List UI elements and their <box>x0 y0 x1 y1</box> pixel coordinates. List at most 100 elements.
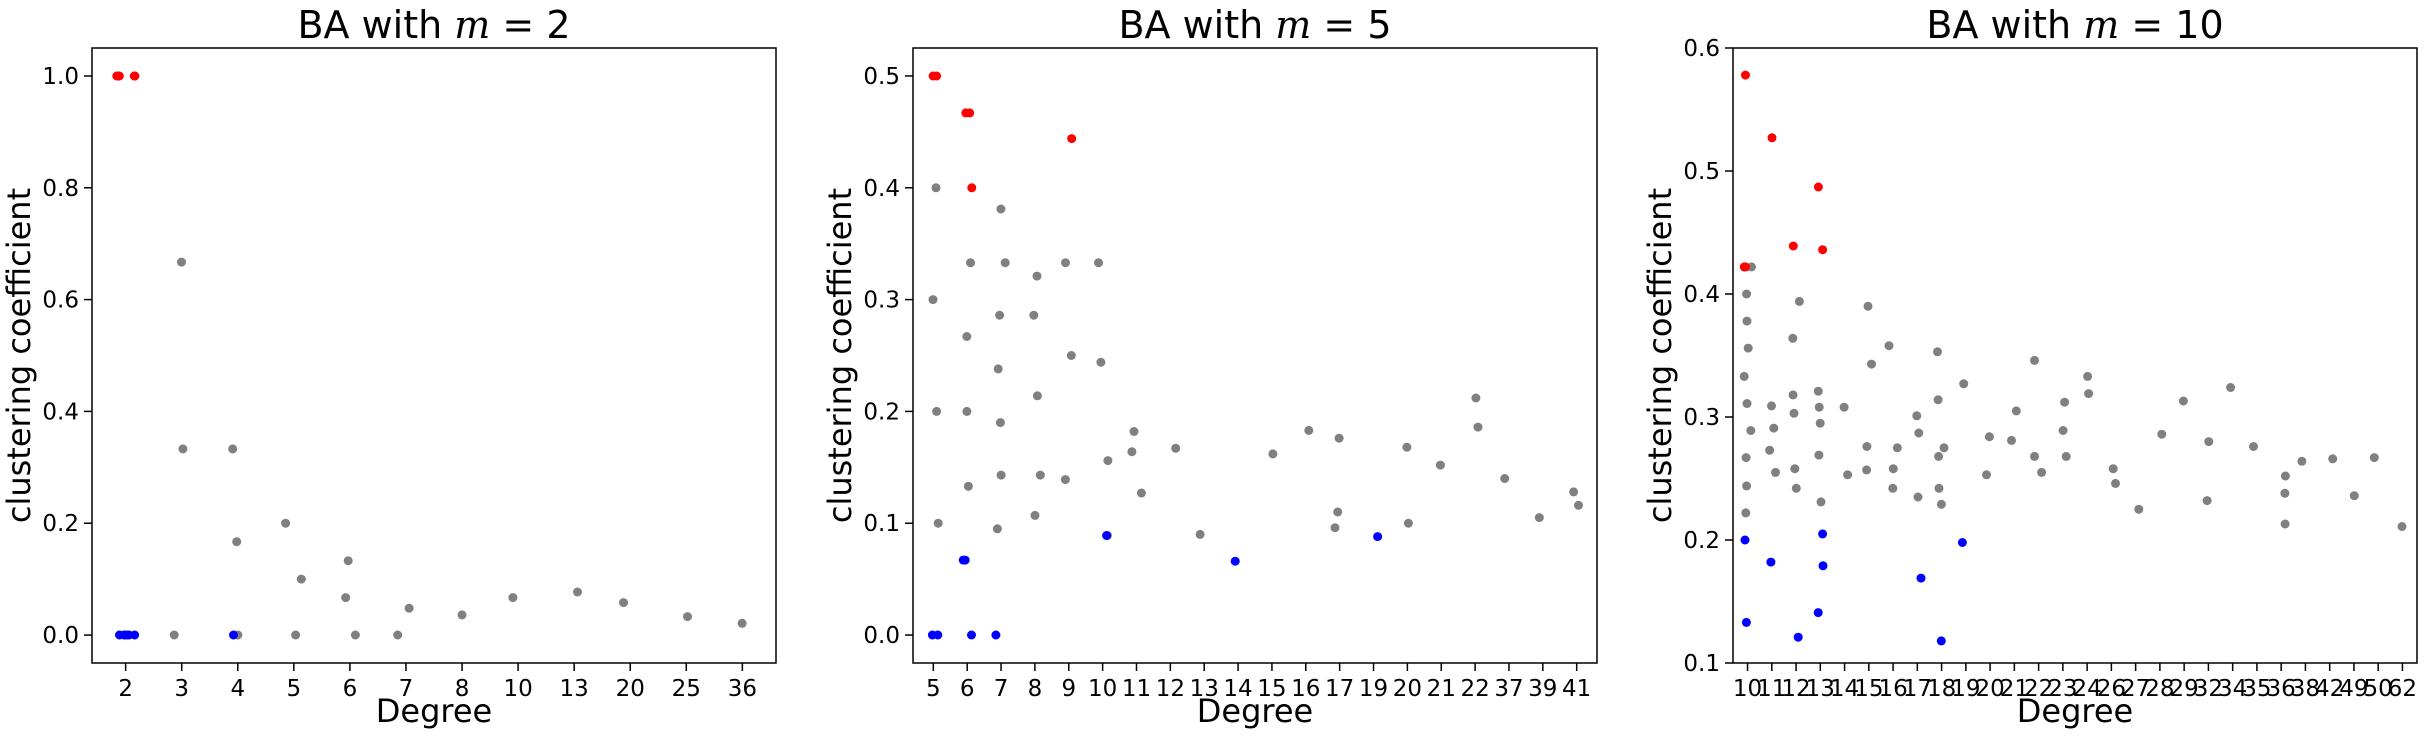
data-point <box>2060 397 2070 407</box>
data-point <box>1843 470 1853 480</box>
data-point <box>1066 351 1076 360</box>
data-point <box>2108 464 2118 474</box>
data-point <box>1793 632 1803 642</box>
y-axis-label: clustering coefficient <box>1641 188 1679 523</box>
y-tick-label: 0.4 <box>863 176 900 202</box>
data-point <box>963 481 973 491</box>
x-tick-label: 37 <box>1494 676 1523 702</box>
data-point <box>2037 467 2047 477</box>
x-tick-label: 14 <box>1830 676 1859 702</box>
data-point <box>2178 396 2188 406</box>
data-point <box>1913 492 1923 502</box>
data-point <box>1862 465 1872 475</box>
data-point <box>1742 399 1752 408</box>
data-point <box>1195 529 1205 539</box>
data-point <box>228 444 238 454</box>
x-tick-label: 50 <box>2364 676 2393 702</box>
x-tick-label: 6 <box>343 676 358 702</box>
y-tick-label: 0.5 <box>1683 159 1720 185</box>
data-point <box>996 204 1006 214</box>
data-point <box>1743 343 1753 353</box>
x-tick-label: 5 <box>926 676 941 702</box>
data-point <box>1742 289 1752 299</box>
data-point <box>928 295 938 305</box>
data-point <box>1957 538 1967 547</box>
data-point <box>1982 470 1991 480</box>
x-tick-label: 36 <box>728 676 757 702</box>
x-axis-label: Degree <box>376 692 492 730</box>
subplot-2: 5 6 7 8 9 10 11 12 13 14 15 16 17 19 20 21 22 37 39 41 0.0 0.… <box>821 3 1598 730</box>
x-tick-label: 21 <box>2000 676 2029 702</box>
data-point <box>1766 557 1776 567</box>
x-tick-label: 12 <box>1156 676 1185 702</box>
subplot-1: 2 3 4 5 6 7 8 10 13 20 25 36 0.0 0.2 0.4 0.6 0.8 1.0 BA wi… <box>0 3 777 730</box>
data-point <box>1103 456 1113 466</box>
data-point <box>991 630 1001 640</box>
data-point <box>1934 451 1944 461</box>
data-point <box>1767 401 1776 411</box>
data-point <box>2157 429 2167 439</box>
x-tick-label: 12 <box>1781 676 1810 702</box>
data-point <box>932 406 942 416</box>
data-point <box>2280 519 2290 529</box>
data-point <box>404 603 414 613</box>
data-point <box>2280 471 2290 481</box>
data-point <box>2202 496 2212 506</box>
data-point <box>1862 442 1872 451</box>
x-tick-label: 19 <box>1359 676 1388 702</box>
data-point <box>1334 433 1344 443</box>
data-point <box>1129 427 1139 436</box>
x-tick-label: 8 <box>1028 676 1043 702</box>
data-point <box>996 470 1006 480</box>
data-point <box>1818 245 1828 255</box>
y-tick-label: 0.0 <box>42 623 79 649</box>
y-tick-label: 0.3 <box>863 288 900 314</box>
subplot-3: 1011121314151617181920212223242627282932… <box>1641 3 2418 730</box>
data-point <box>1813 182 1823 192</box>
x-tick-label: 15 <box>1854 676 1883 702</box>
plot-frame <box>1732 47 2418 664</box>
x-tick-label: 41 <box>1562 676 1591 702</box>
x-tick-label: 22 <box>1460 676 1489 702</box>
x-tick-label: 20 <box>616 676 645 702</box>
data-point <box>2011 406 2021 416</box>
x-tick-label: 25 <box>672 676 701 702</box>
data-point <box>1136 488 1146 498</box>
data-point <box>962 406 972 416</box>
data-point <box>1788 333 1798 343</box>
x-tick-label: 7 <box>994 676 1009 702</box>
data-point <box>1884 341 1894 351</box>
data-point <box>1435 460 1445 470</box>
data-point <box>281 518 291 528</box>
x-tick-label: 14 <box>1223 676 1252 702</box>
data-point <box>1888 483 1898 493</box>
data-point <box>933 630 943 640</box>
data-point <box>1230 556 1240 566</box>
data-point <box>2058 426 2068 435</box>
data-point <box>737 618 747 628</box>
data-point <box>1403 518 1413 528</box>
data-point <box>1569 487 1579 497</box>
data-point <box>2226 383 2236 392</box>
plot-frame <box>91 47 777 664</box>
x-tick-label: 10 <box>1733 676 1762 702</box>
chart-title: BA with m = 2 <box>297 3 570 47</box>
data-point <box>169 630 179 640</box>
data-point <box>2007 435 2016 445</box>
x-tick-label: 13 <box>1190 676 1219 702</box>
data-point <box>1500 474 1510 483</box>
x-axis-label: Degree <box>2017 692 2133 730</box>
x-tick-label: 35 <box>2242 676 2271 702</box>
data-point <box>966 258 975 268</box>
x-tick-label: 2 <box>118 676 133 702</box>
x-tick-label: 17 <box>1903 676 1932 702</box>
data-point <box>124 630 134 640</box>
data-point <box>1032 391 1042 401</box>
data-point <box>1765 445 1775 455</box>
data-point <box>1771 467 1780 477</box>
x-tick-label: 29 <box>2170 676 2199 702</box>
data-point <box>1061 258 1070 268</box>
data-point <box>508 593 518 603</box>
